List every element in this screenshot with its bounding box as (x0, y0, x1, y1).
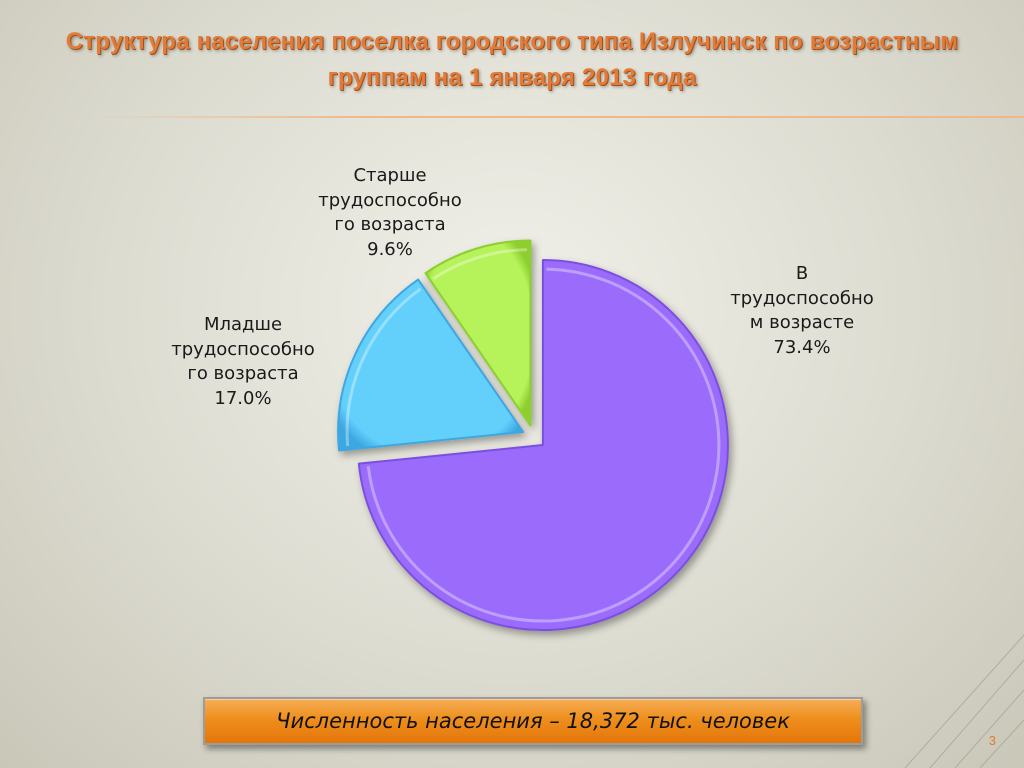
slice-label-working-age-line-2: трудоспособно (730, 287, 874, 309)
slice-value-working-age: 73.4% (773, 336, 831, 358)
slice-label-above-working-age-line-2: трудоспособно (318, 189, 462, 211)
population-total-box: Численность населения – 18,372 тыс. чело… (203, 697, 863, 745)
slice-label-working-age: В трудоспособно м возрасте 73.4% (712, 262, 892, 360)
pie-slice-bevel-working-age (366, 267, 721, 623)
title-divider (80, 116, 1024, 118)
pie-slice-working-age (357, 259, 729, 632)
page-number: 3 (988, 733, 996, 748)
slice-label-working-age-line-1: В (795, 263, 809, 284)
slice-value-above-working-age: 9.6% (367, 238, 413, 260)
slice-label-below-working-age: Младше трудоспособно го возраста 17.0% (153, 313, 333, 411)
slice-label-below-working-age-line-3: го возраста (187, 363, 299, 384)
pie-slice-bevel-below-working-age (345, 287, 422, 447)
slice-label-below-working-age-line-2: трудоспособно (171, 338, 315, 360)
slice-label-below-working-age-line-1: Младше (203, 314, 283, 335)
slice-value-below-working-age: 17.0% (214, 387, 272, 409)
pie-slice-above-working-age (424, 239, 532, 427)
pie-slice-below-working-age (337, 278, 525, 452)
slice-label-working-age-line-3: м возрасте (749, 312, 855, 333)
slide-title: Структура населения поселка городского т… (65, 28, 959, 91)
slice-label-above-working-age-line-1: Старше (353, 165, 427, 186)
pie-slice-bevel-above-working-age (432, 248, 527, 280)
pie-chart (337, 239, 729, 632)
population-total-text: Численность населения – 18,372 тыс. чело… (276, 709, 790, 733)
slice-label-above-working-age-line-3: го возраста (334, 214, 446, 235)
slice-label-above-working-age: Старше трудоспособно го возраста 9.6% (300, 164, 480, 262)
